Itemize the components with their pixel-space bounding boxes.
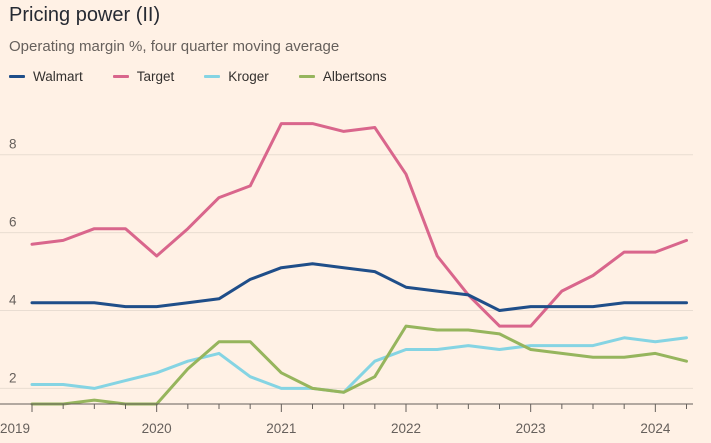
y-tick-label-8: 8 <box>9 137 17 152</box>
legend-swatch-walmart <box>9 75 25 78</box>
legend-item-kroger: Kroger <box>204 69 269 84</box>
legend-label-target: Target <box>136 69 175 84</box>
legend-item-albertsons: Albertsons <box>298 69 387 84</box>
legend-swatch-albertsons <box>298 75 315 78</box>
x-tick-label-2020: 2020 <box>142 421 172 436</box>
legend-item-target: Target <box>112 69 175 84</box>
series-line-kroger <box>30 336 688 394</box>
legend-label-walmart: Walmart <box>33 69 83 84</box>
y-tick-label-4: 4 <box>9 293 17 308</box>
legend-item-walmart: Walmart <box>9 69 83 84</box>
x-axis: 2019 2020 2021 2022 2023 2024 <box>0 403 693 436</box>
y-tick-label-2: 2 <box>9 370 17 385</box>
series-line-albertsons <box>30 324 688 406</box>
legend-swatch-target <box>112 75 129 78</box>
y-axis: 2 4 6 8 <box>9 137 17 386</box>
legend-label-albertsons: Albertsons <box>322 69 387 84</box>
x-tick-label-2019: 2019 <box>0 421 30 436</box>
x-tick-label-2021: 2021 <box>266 421 296 436</box>
series-line-walmart <box>30 262 688 312</box>
chart-legend: Walmart Target Kroger Albertsons <box>9 69 417 84</box>
chart-title: Pricing power (II) <box>9 4 161 26</box>
x-tick-label-2024: 2024 <box>640 421 671 436</box>
legend-swatch-kroger <box>204 75 221 78</box>
grid-lines <box>0 154 693 389</box>
y-tick-label-6: 6 <box>9 215 17 230</box>
x-tick-label-2022: 2022 <box>391 421 421 436</box>
series-lines <box>30 122 688 406</box>
chart-subtitle: Operating margin %, four quarter moving … <box>9 38 340 55</box>
legend-label-kroger: Kroger <box>228 69 269 84</box>
x-tick-label-2023: 2023 <box>516 421 546 436</box>
series-line-target <box>30 122 688 328</box>
